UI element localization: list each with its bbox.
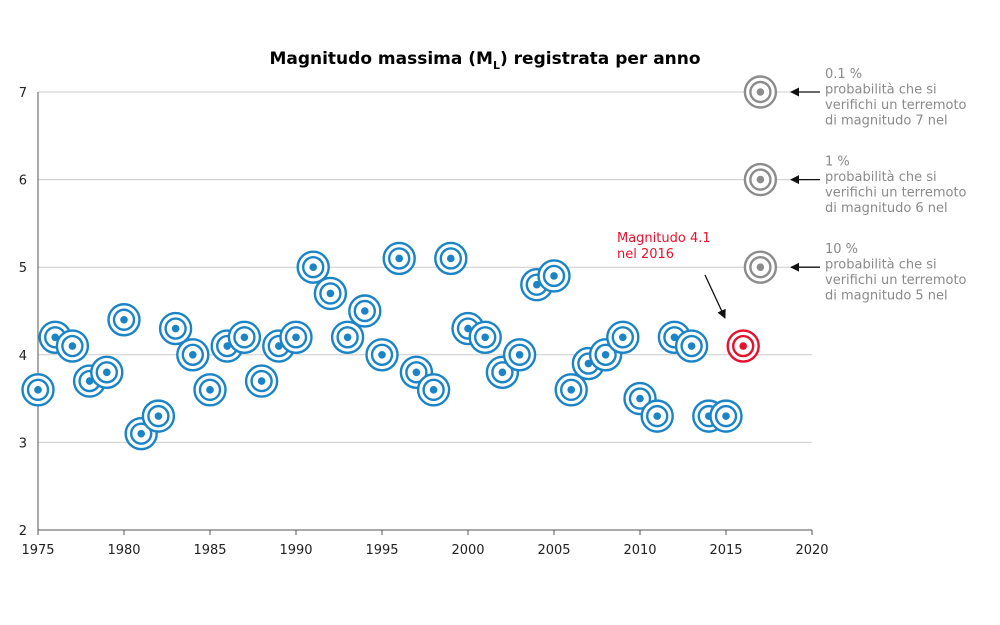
data-point bbox=[330, 320, 365, 354]
probability-line: verifichi un terremoto bbox=[825, 273, 967, 288]
data-point bbox=[640, 399, 674, 433]
axis-layer: 2 3 4 5 6 7 1975 1980 1985 1990 1995 2000 2005 2010 20… bbox=[19, 86, 829, 558]
data-point bbox=[279, 320, 313, 354]
data-point bbox=[21, 373, 55, 407]
chart-title-subscript: L bbox=[493, 59, 500, 72]
probability-percent: 1 % bbox=[825, 155, 850, 170]
probability-line: di magnitudo 7 nel bbox=[825, 114, 948, 129]
data-point bbox=[227, 320, 262, 354]
x-tick-label: 1990 bbox=[279, 543, 312, 558]
x-tick-label: 1995 bbox=[365, 543, 398, 558]
x-tick-label: 2005 bbox=[537, 543, 570, 558]
data-point bbox=[158, 311, 193, 346]
data-point bbox=[348, 294, 382, 328]
data-point bbox=[606, 320, 640, 354]
probability-line: di magnitudo 5 nel bbox=[825, 289, 948, 304]
data-point bbox=[176, 338, 210, 372]
data-point bbox=[90, 355, 124, 390]
reference-point bbox=[743, 250, 778, 284]
y-tick-label: 7 bbox=[19, 86, 27, 101]
highlight-point bbox=[726, 329, 760, 363]
highlight-label-line: nel 2016 bbox=[617, 247, 674, 262]
reference-point bbox=[743, 162, 778, 197]
data-point bbox=[554, 373, 588, 407]
probability-line: verifichi un terremoto bbox=[825, 186, 967, 201]
data-point bbox=[141, 399, 176, 433]
probability-line: probabilità che si bbox=[825, 83, 937, 98]
x-tick-label: 2000 bbox=[451, 543, 484, 558]
chart-title-main: Magnitudo massima (M bbox=[269, 49, 493, 69]
data-point bbox=[416, 373, 451, 407]
y-tick-label: 5 bbox=[19, 261, 27, 276]
data-point bbox=[468, 320, 502, 354]
y-tick-label: 2 bbox=[19, 524, 27, 539]
y-tick-label: 3 bbox=[19, 436, 27, 451]
point-layer bbox=[21, 75, 778, 451]
probability-note: 0.1 % probabilità che si verifichi un terr… bbox=[825, 67, 967, 129]
probability-note: 10 % probabilità che si verifichi un terre… bbox=[825, 242, 967, 304]
x-tick-label: 2020 bbox=[795, 543, 828, 558]
data-point bbox=[434, 241, 468, 276]
x-tick-label: 2010 bbox=[623, 543, 656, 558]
data-point bbox=[296, 250, 330, 284]
data-point bbox=[313, 276, 348, 311]
highlight-label: Magnitudo 4.1 nel 2016 bbox=[617, 231, 711, 262]
x-tick-label: 1985 bbox=[193, 543, 226, 558]
highlight-arrow bbox=[704, 274, 726, 319]
data-point bbox=[537, 259, 571, 293]
data-point bbox=[107, 303, 141, 337]
probability-note: 1 % probabilità che si verifichi un terrem… bbox=[825, 155, 967, 217]
chart-title-suffix: ) registrata per anno bbox=[500, 49, 701, 69]
highlight-label-line: Magnitudo 4.1 bbox=[617, 231, 711, 246]
data-point bbox=[674, 329, 709, 363]
probability-percent: 10 % bbox=[825, 242, 858, 257]
y-tick-label: 6 bbox=[19, 174, 27, 189]
x-tick-label: 2015 bbox=[709, 543, 742, 558]
probability-line: probabilità che si bbox=[825, 258, 937, 273]
chart-title: Magnitudo massima (ML) registrata per an… bbox=[269, 49, 700, 72]
data-point bbox=[244, 364, 279, 398]
annotation-layer: 0.1 % probabilità che si verifichi un terr… bbox=[617, 67, 967, 319]
probability-line: di magnitudo 6 nel bbox=[825, 201, 948, 216]
x-tick-label: 1975 bbox=[21, 543, 54, 558]
data-point bbox=[365, 338, 399, 372]
probability-line: probabilità che si bbox=[825, 170, 937, 185]
data-point bbox=[193, 373, 227, 407]
y-tick-label: 4 bbox=[19, 349, 27, 364]
data-point bbox=[382, 241, 416, 276]
probability-percent: 0.1 % bbox=[825, 67, 862, 82]
data-point bbox=[124, 416, 158, 451]
data-point bbox=[55, 329, 90, 363]
data-point bbox=[502, 338, 537, 372]
probability-line: verifichi un terremoto bbox=[825, 98, 967, 113]
data-point bbox=[709, 399, 743, 433]
reference-point bbox=[743, 75, 778, 109]
x-tick-label: 1980 bbox=[107, 543, 140, 558]
